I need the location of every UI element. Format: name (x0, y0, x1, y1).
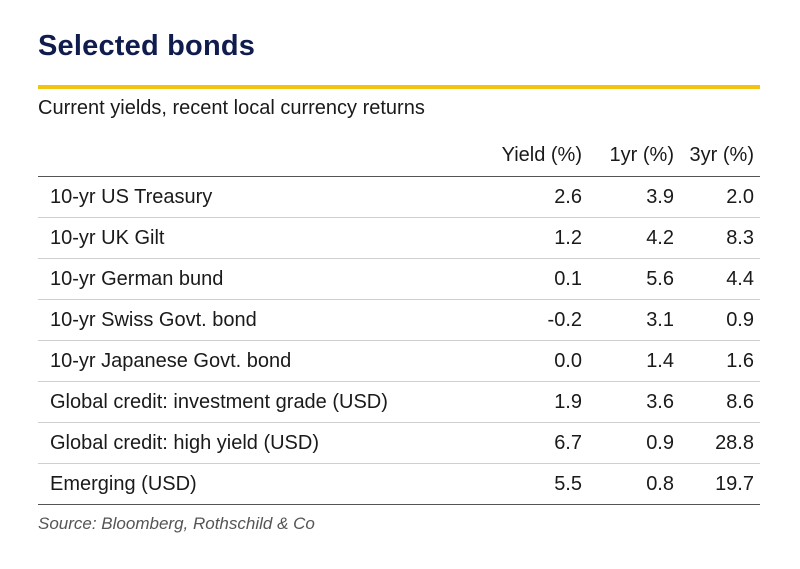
table-row: 10-yr UK Gilt 1.2 4.2 8.3 (38, 217, 760, 259)
yield-value: 1.9 (450, 381, 588, 423)
bond-name: 10-yr US Treasury (38, 176, 450, 218)
bond-name: 10-yr Japanese Govt. bond (38, 340, 450, 382)
table-row: Emerging (USD) 5.5 0.8 19.7 (38, 463, 760, 505)
yield-value: -0.2 (450, 299, 588, 341)
bond-name: 10-yr UK Gilt (38, 217, 450, 259)
return-3yr-value: 4.4 (680, 258, 760, 300)
table-row: Global credit: high yield (USD) 6.7 0.9 … (38, 422, 760, 464)
header-yield: Yield (%) (450, 135, 588, 177)
return-1yr-value: 3.6 (588, 381, 680, 423)
source-note: Source: Bloomberg, Rothschild & Co (38, 514, 315, 533)
return-3yr-value: 0.9 (680, 299, 760, 341)
title-accent-rule (38, 85, 760, 89)
return-3yr-value: 8.6 (680, 381, 760, 423)
return-1yr-value: 0.8 (588, 463, 680, 505)
return-3yr-value: 19.7 (680, 463, 760, 505)
table-row: 10-yr Japanese Govt. bond 0.0 1.4 1.6 (38, 340, 760, 382)
table-row: 10-yr German bund 0.1 5.6 4.4 (38, 258, 760, 300)
table-row: Global credit: investment grade (USD) 1.… (38, 381, 760, 423)
return-1yr-value: 5.6 (588, 258, 680, 300)
return-1yr-value: 3.1 (588, 299, 680, 341)
header-3yr: 3yr (%) (680, 135, 760, 177)
yield-value: 0.0 (450, 340, 588, 382)
return-3yr-value: 28.8 (680, 422, 760, 464)
table-header-row: Yield (%) 1yr (%) 3yr (%) (38, 135, 760, 177)
return-3yr-value: 1.6 (680, 340, 760, 382)
yield-value: 1.2 (450, 217, 588, 259)
bond-name: 10-yr German bund (38, 258, 450, 300)
header-label-column (38, 135, 450, 177)
page-title: Selected bonds (38, 30, 256, 62)
bonds-table: Yield (%) 1yr (%) 3yr (%) 10-yr US Treas… (38, 135, 760, 505)
return-3yr-value: 2.0 (680, 176, 760, 218)
yield-value: 5.5 (450, 463, 588, 505)
table-row: 10-yr Swiss Govt. bond -0.2 3.1 0.9 (38, 299, 760, 341)
table-row: 10-yr US Treasury 2.6 3.9 2.0 (38, 176, 760, 218)
return-1yr-value: 0.9 (588, 422, 680, 464)
table-subtitle: Current yields, recent local currency re… (38, 97, 425, 119)
return-1yr-value: 4.2 (588, 217, 680, 259)
header-1yr: 1yr (%) (588, 135, 680, 177)
bond-name: Global credit: investment grade (USD) (38, 381, 450, 423)
return-1yr-value: 3.9 (588, 176, 680, 218)
bonds-table-container: Yield (%) 1yr (%) 3yr (%) 10-yr US Treas… (38, 135, 760, 505)
bond-name: Emerging (USD) (38, 463, 450, 505)
yield-value: 2.6 (450, 176, 588, 218)
return-3yr-value: 8.3 (680, 217, 760, 259)
yield-value: 6.7 (450, 422, 588, 464)
yield-value: 0.1 (450, 258, 588, 300)
bond-name: Global credit: high yield (USD) (38, 422, 450, 464)
bond-name: 10-yr Swiss Govt. bond (38, 299, 450, 341)
return-1yr-value: 1.4 (588, 340, 680, 382)
